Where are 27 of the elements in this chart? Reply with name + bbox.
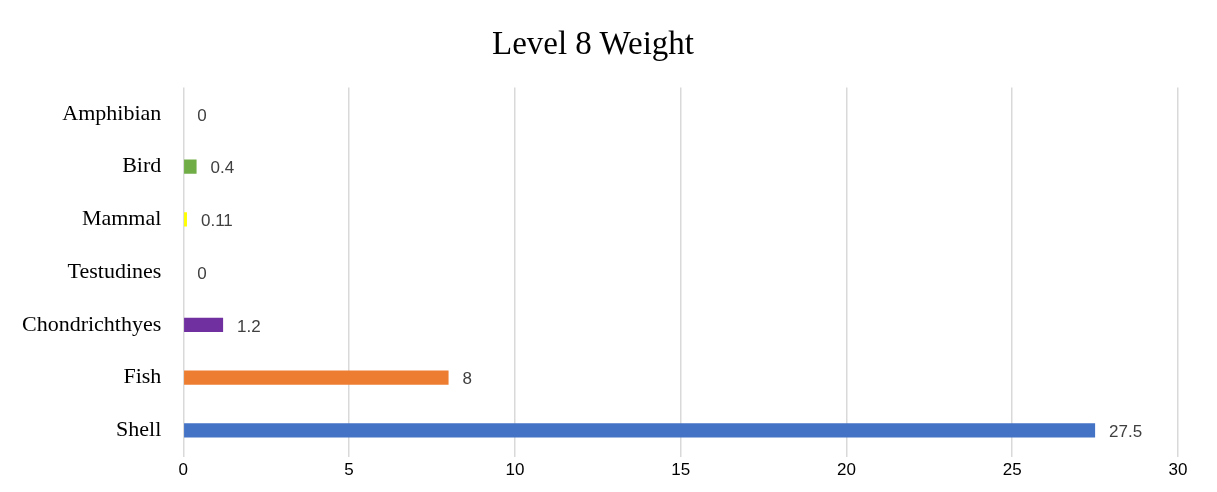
x-tick-label: 10: [505, 459, 525, 479]
chart-title: Level 8 Weight: [491, 25, 695, 62]
data-label: 0: [197, 263, 207, 283]
x-tick-label: 5: [344, 459, 354, 479]
bar: [184, 423, 1096, 438]
y-tick-label: Shell: [116, 416, 162, 442]
bar: [184, 370, 449, 385]
data-label: 0.4: [210, 158, 235, 178]
y-tick-label: Mammal: [81, 205, 162, 231]
bar: [184, 317, 224, 333]
y-tick-label: Fish: [123, 363, 162, 389]
y-tick-label: Testudines: [67, 257, 162, 283]
x-tick-label: 20: [836, 459, 856, 479]
bar: [184, 212, 187, 227]
x-tick-label: 30: [1168, 459, 1188, 479]
y-tick-label: Chondrichthyes: [21, 310, 162, 336]
data-label: 27.5: [1109, 422, 1143, 442]
data-label: 0: [197, 105, 207, 125]
x-tick-label: 0: [178, 459, 189, 479]
data-label: 1.2: [237, 316, 261, 336]
bar: [184, 159, 197, 174]
x-tick-label: 25: [1002, 459, 1022, 479]
data-label: 8: [462, 369, 473, 389]
x-tick-label: 15: [671, 459, 691, 479]
y-tick-label: Bird: [122, 152, 162, 178]
y-tick-label: Amphibian: [62, 99, 162, 125]
data-label: 0.11: [200, 211, 233, 231]
